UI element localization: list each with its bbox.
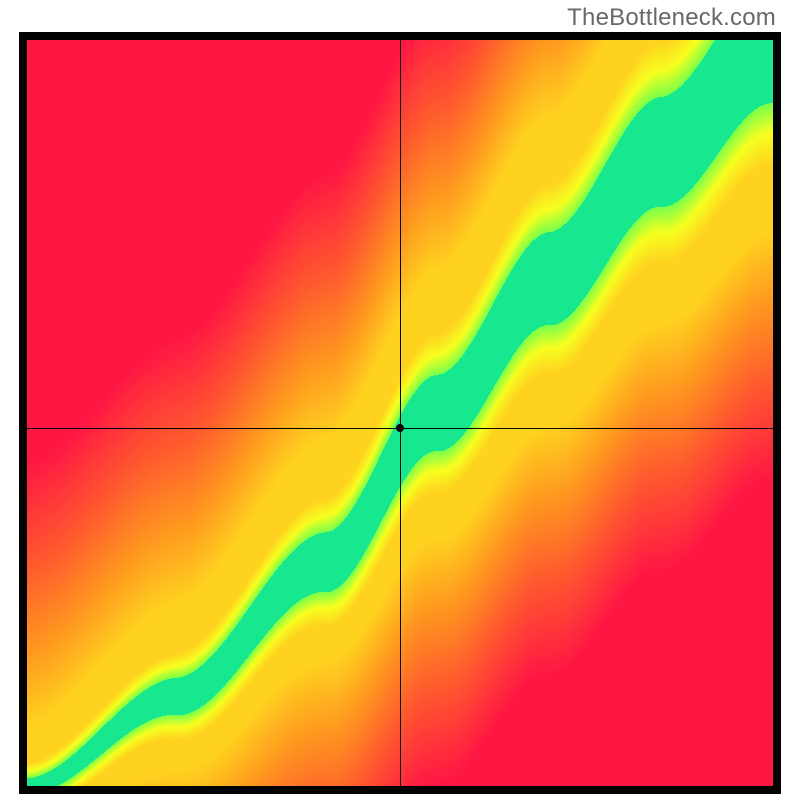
stage: TheBottleneck.com	[0, 0, 800, 800]
crosshair-dot	[396, 424, 404, 432]
watermark-label: TheBottleneck.com	[567, 4, 776, 32]
crosshair-vertical	[400, 40, 401, 786]
